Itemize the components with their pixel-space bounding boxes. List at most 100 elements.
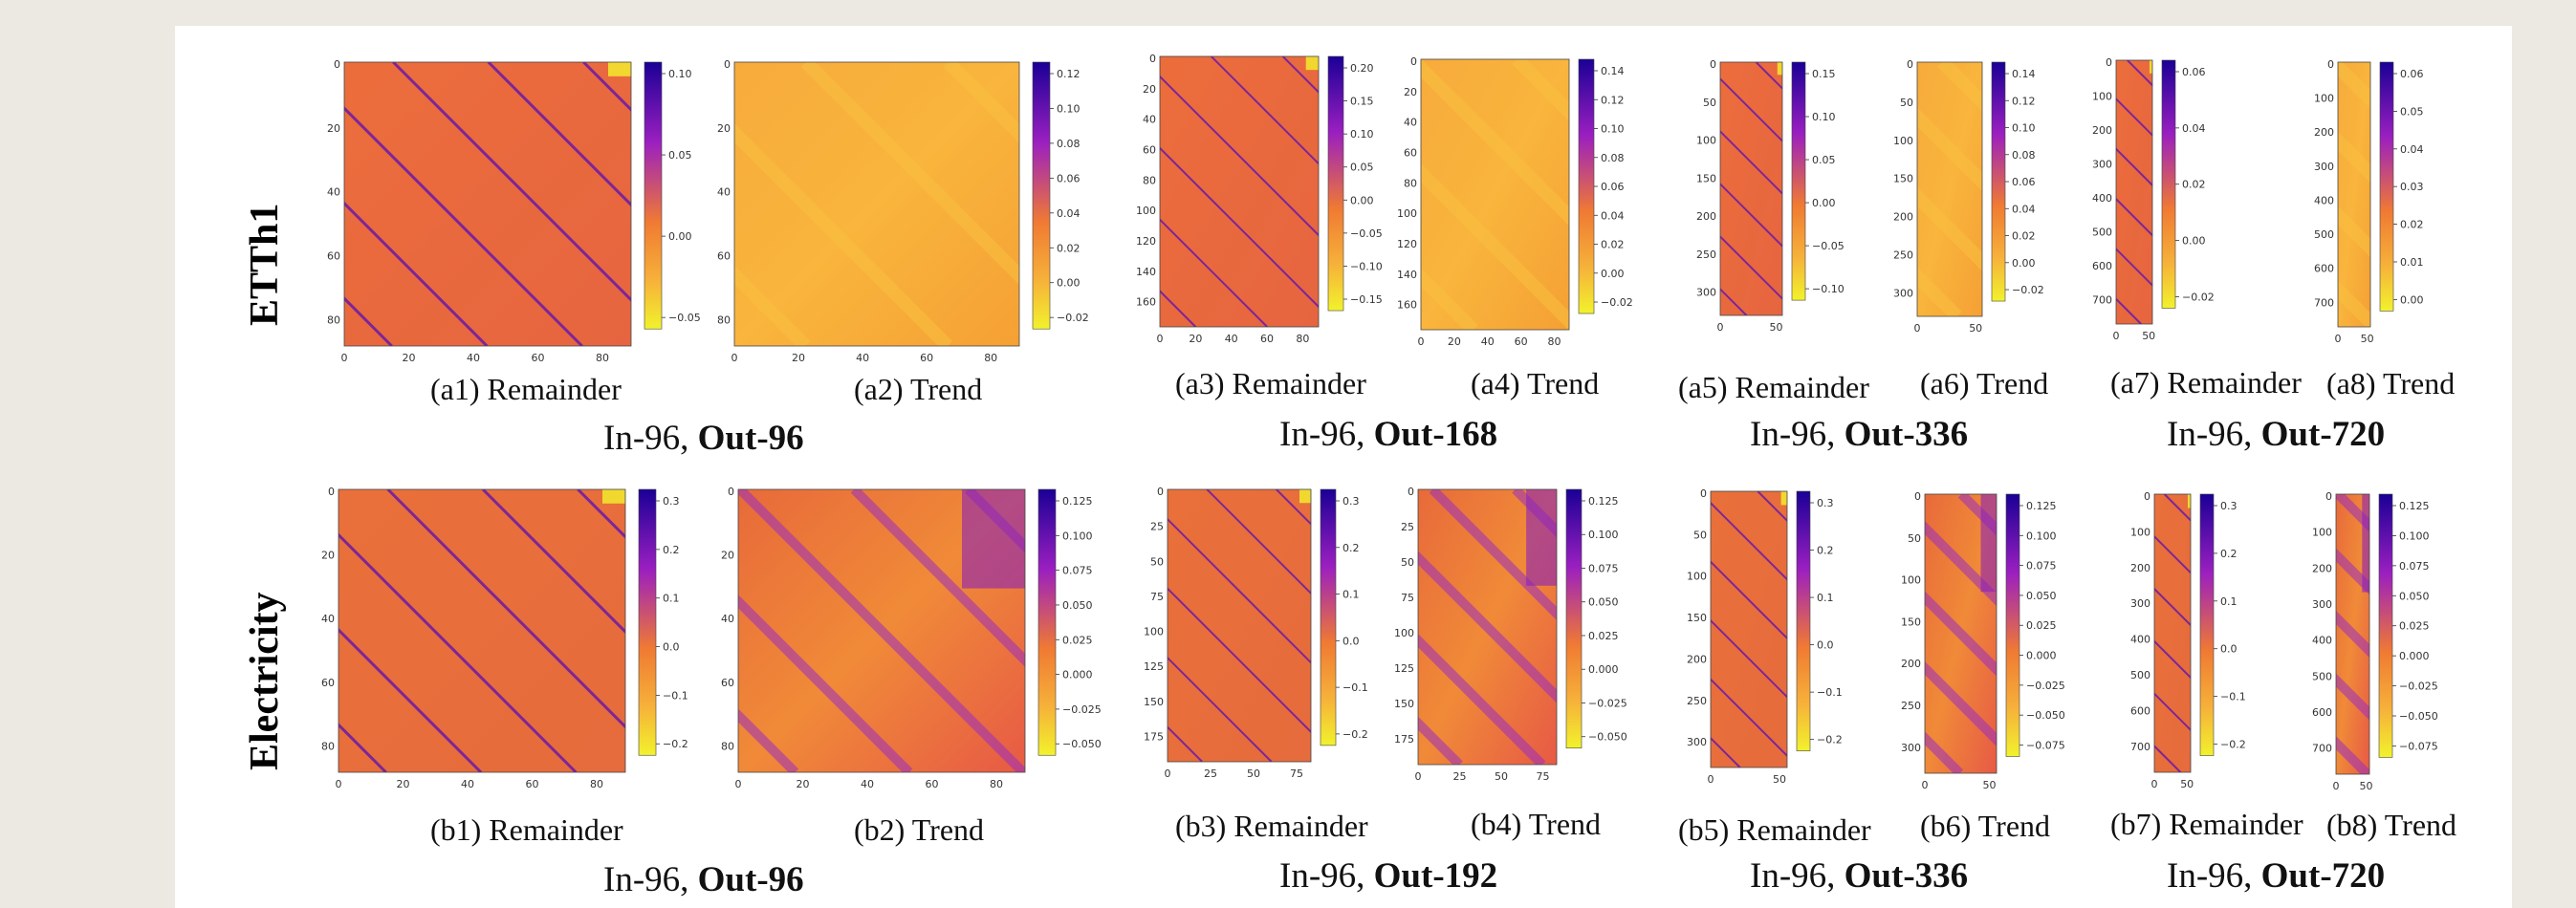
svg-text:25: 25	[1453, 770, 1467, 783]
svg-text:−0.025: −0.025	[1062, 703, 1102, 716]
svg-text:20: 20	[397, 778, 410, 790]
svg-text:50: 50	[1900, 97, 1913, 109]
heatmap-a3: 0 20 40 60 80 100 120 140 160 0 20 40 60 80 0.20 0.15 0.…	[1136, 53, 1401, 348]
svg-text:0: 0	[341, 352, 348, 364]
svg-text:0: 0	[2325, 490, 2332, 503]
svg-text:75: 75	[1537, 770, 1550, 783]
svg-text:0: 0	[1418, 335, 1425, 348]
svg-text:80: 80	[717, 313, 731, 326]
svg-text:0.05: 0.05	[2400, 105, 2424, 118]
svg-text:0.3: 0.3	[663, 495, 680, 508]
svg-text:0.075: 0.075	[1588, 562, 1619, 574]
setting-output: Out-720	[2260, 415, 2386, 454]
svg-text:0.08: 0.08	[1057, 138, 1081, 150]
svg-text:0: 0	[1165, 767, 1171, 780]
svg-text:80: 80	[1548, 335, 1561, 348]
panel-caption: (b6) Trend	[1920, 809, 2051, 843]
svg-text:0.02: 0.02	[2012, 230, 2036, 243]
svg-text:0.0: 0.0	[2220, 643, 2238, 656]
svg-text:0.04: 0.04	[1057, 207, 1081, 220]
svg-text:0: 0	[1708, 773, 1714, 786]
svg-text:0.1: 0.1	[1343, 589, 1360, 601]
svg-text:100: 100	[1696, 135, 1716, 147]
svg-text:50: 50	[1247, 767, 1260, 780]
svg-text:60: 60	[1143, 144, 1156, 157]
svg-text:0.20: 0.20	[1350, 62, 1374, 75]
svg-text:125: 125	[1144, 660, 1164, 673]
svg-text:20: 20	[1404, 86, 1417, 98]
svg-text:0.3: 0.3	[1343, 495, 1360, 508]
svg-text:0.000: 0.000	[2399, 650, 2430, 662]
setting-label: In-96, Out-720	[2167, 855, 2385, 897]
svg-text:200: 200	[1901, 658, 1921, 670]
svg-text:−0.05: −0.05	[668, 312, 701, 324]
panel-caption: (b8) Trend	[2326, 808, 2457, 842]
setting-output: Out-336	[1844, 415, 1969, 454]
panel-caption: (b4) Trend	[1471, 807, 1602, 841]
svg-text:20: 20	[1189, 333, 1202, 345]
setting-prefix: In-96,	[2167, 415, 2261, 454]
svg-text:100: 100	[1893, 135, 1913, 147]
svg-text:60: 60	[321, 677, 335, 689]
svg-text:0.10: 0.10	[1057, 102, 1081, 115]
svg-text:150: 150	[1687, 612, 1707, 624]
svg-text:80: 80	[590, 778, 603, 790]
svg-text:20: 20	[321, 550, 335, 562]
svg-text:−0.1: −0.1	[663, 689, 688, 702]
row-label-etth1: ETTh1	[243, 203, 287, 326]
svg-text:700: 700	[2314, 296, 2334, 309]
svg-text:−0.05: −0.05	[1350, 227, 1383, 240]
svg-text:0.125: 0.125	[1062, 495, 1093, 508]
svg-text:0.025: 0.025	[2399, 620, 2430, 633]
svg-text:40: 40	[467, 352, 480, 364]
svg-text:60: 60	[526, 778, 539, 790]
heatmap-a1: 0 20 40 60 80 0 20 40 60 80 0.10 0.05 0.00 −0.05	[327, 58, 719, 367]
setting-label: In-96, Out-168	[1279, 414, 1497, 455]
svg-text:300: 300	[1893, 287, 1913, 299]
svg-text:0.12: 0.12	[2012, 95, 2036, 107]
svg-text:−0.075: −0.075	[2026, 739, 2065, 751]
svg-text:50: 50	[1703, 97, 1716, 109]
svg-text:0.02: 0.02	[1601, 239, 1625, 251]
svg-text:300: 300	[1901, 742, 1921, 754]
svg-text:−0.2: −0.2	[1343, 728, 1368, 741]
svg-text:50: 50	[1770, 321, 1783, 334]
svg-text:0.08: 0.08	[2012, 149, 2036, 162]
svg-text:175: 175	[1144, 731, 1164, 744]
heatmap-a5: 0 50 100 150 200 250 300 0 50 0.15 0.10 0.05 0.00 −0.…	[1696, 58, 1863, 336]
heatmap-b1: 0 20 40 60 80 0 20 40 60 80 0.3 0.2 0.1 0.0 −0.1 −0.2	[321, 486, 713, 793]
panel-caption: (a2) Trend	[854, 372, 983, 406]
svg-text:80: 80	[984, 352, 997, 364]
svg-text:0: 0	[1149, 53, 1156, 65]
svg-text:100: 100	[2092, 90, 2112, 102]
heatmap-a8: 0 100 200 300 400 500 600 700 0 50 0.06 0.05 0.04 0.0…	[2314, 58, 2451, 348]
panel-caption: (b5) Remainder	[1678, 812, 1871, 847]
setting-label: In-96, Out-336	[1750, 855, 1968, 897]
svg-text:−0.025: −0.025	[2026, 680, 2065, 692]
svg-text:0.00: 0.00	[1350, 194, 1374, 206]
svg-text:80: 80	[327, 313, 340, 326]
svg-text:50: 50	[2360, 780, 2373, 792]
heatmap-b5: 0 50 100 150 200 250 300 0 50 0.3 0.2 0.1 0.0 −0.1 −0.…	[1687, 487, 1867, 789]
svg-text:40: 40	[1404, 117, 1417, 129]
svg-text:100: 100	[1394, 627, 1414, 639]
setting-prefix: In-96,	[1750, 415, 1845, 454]
heatmap-b8: 0 100 200 300 400 500 600 700 0 50 0.125 0.100 0.075…	[2312, 490, 2450, 795]
svg-text:0.10: 0.10	[1812, 111, 1836, 123]
svg-text:0.04: 0.04	[2400, 143, 2424, 156]
svg-text:0: 0	[1415, 770, 1422, 783]
svg-text:0.0: 0.0	[1817, 639, 1834, 652]
setting-output: Out-720	[2260, 856, 2386, 896]
svg-text:0.14: 0.14	[2012, 68, 2036, 80]
setting-prefix: In-96,	[1750, 856, 1845, 896]
svg-text:0: 0	[2327, 58, 2334, 71]
svg-text:300: 300	[2312, 598, 2332, 611]
svg-text:−0.075: −0.075	[2399, 740, 2438, 752]
svg-text:0.06: 0.06	[1057, 172, 1081, 184]
svg-text:40: 40	[1481, 335, 1495, 348]
heatmap-a7: 0 100 200 300 400 500 600 700 0 50 0.06 0.04 0.02 0.0…	[2092, 56, 2233, 345]
svg-text:0.075: 0.075	[2026, 560, 2057, 573]
svg-text:0: 0	[1700, 487, 1707, 500]
svg-text:0.025: 0.025	[1062, 634, 1093, 646]
svg-text:250: 250	[1696, 249, 1716, 261]
